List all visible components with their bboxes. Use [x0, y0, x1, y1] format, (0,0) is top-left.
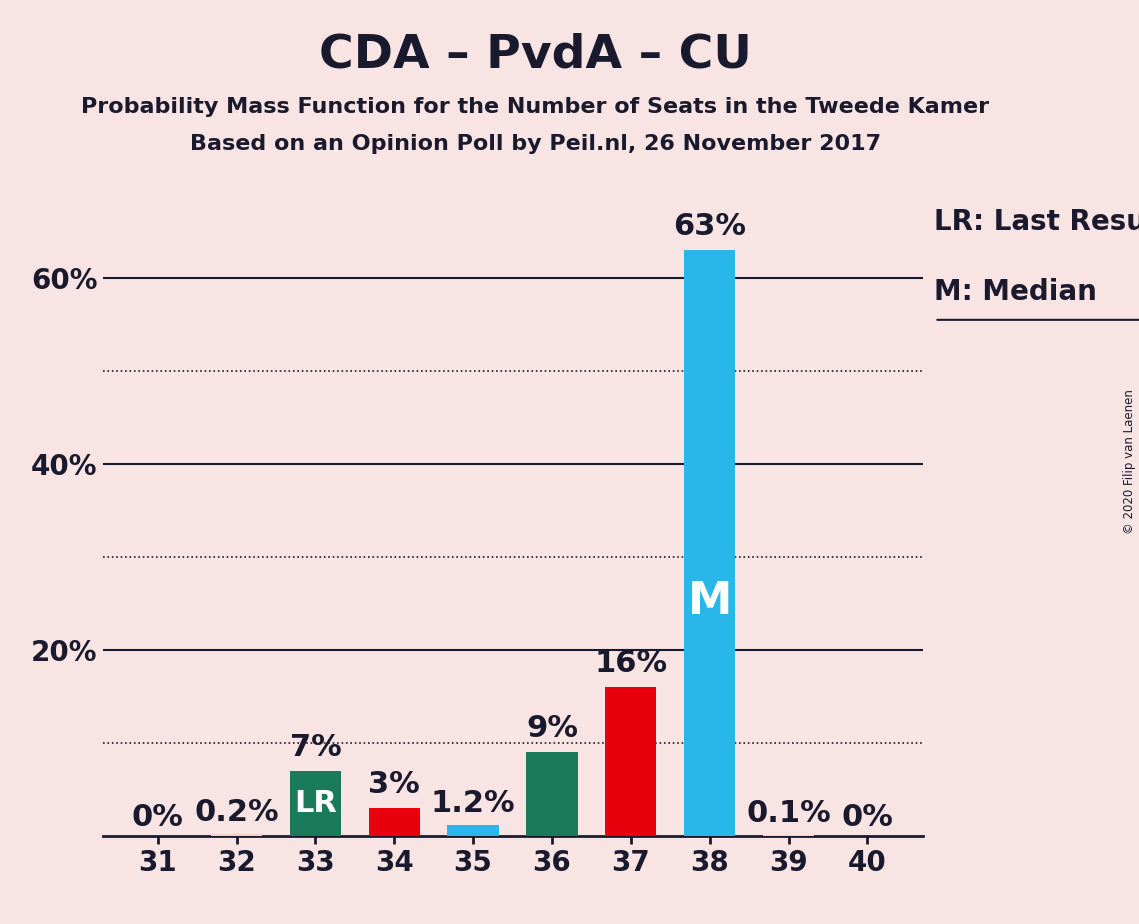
Bar [211, 834, 262, 836]
Text: Based on an Opinion Poll by Peil.nl, 26 November 2017: Based on an Opinion Poll by Peil.nl, 26 … [190, 134, 880, 154]
Text: 0.2%: 0.2% [195, 798, 279, 827]
Text: LR: LR [294, 789, 337, 818]
Bar [605, 687, 656, 836]
Bar [763, 835, 814, 836]
Text: CDA – PvdA – CU: CDA – PvdA – CU [319, 32, 752, 78]
Text: M: Median: M: Median [934, 278, 1097, 306]
Text: 16%: 16% [595, 649, 667, 678]
Bar [369, 808, 420, 836]
Bar [685, 250, 736, 836]
Text: 0.1%: 0.1% [746, 799, 831, 828]
Bar [526, 752, 577, 836]
Text: 0%: 0% [132, 803, 183, 832]
Bar [448, 825, 499, 836]
Text: Probability Mass Function for the Number of Seats in the Tweede Kamer: Probability Mass Function for the Number… [81, 97, 990, 117]
Text: © 2020 Filip van Laenen: © 2020 Filip van Laenen [1123, 390, 1137, 534]
Bar [289, 772, 341, 836]
Text: M: M [688, 580, 732, 624]
Text: 1.2%: 1.2% [431, 788, 516, 818]
Text: 63%: 63% [673, 212, 746, 241]
Text: LR: Last Result: LR: Last Result [934, 208, 1139, 237]
Text: 3%: 3% [368, 770, 420, 799]
Text: 0%: 0% [842, 803, 893, 832]
Text: 9%: 9% [526, 714, 577, 743]
Text: 7%: 7% [289, 733, 342, 761]
